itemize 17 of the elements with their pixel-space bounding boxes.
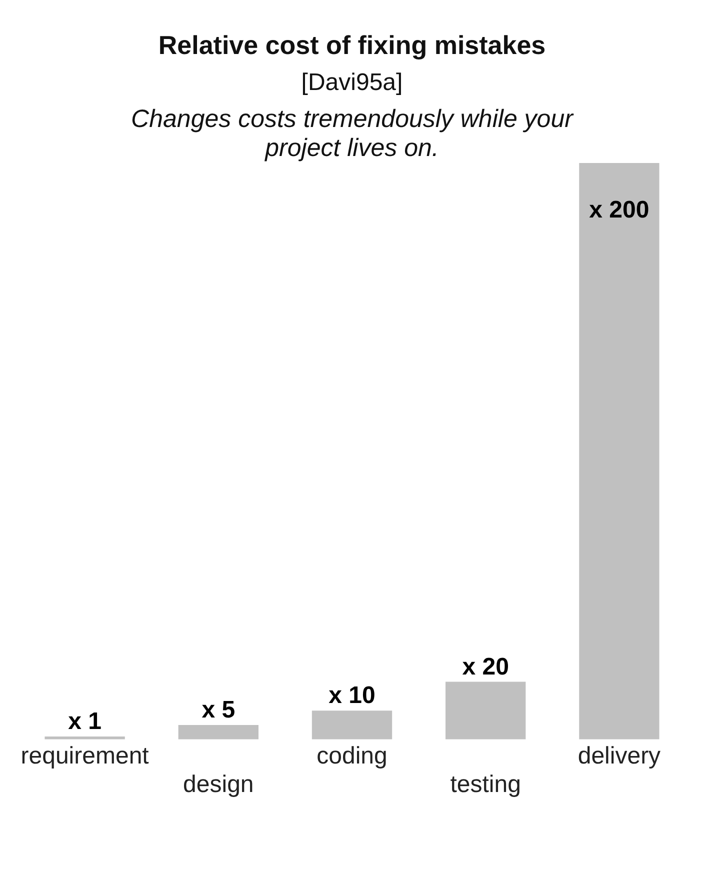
bar bbox=[579, 163, 660, 740]
x-tick-label: testing bbox=[450, 771, 521, 798]
chart-title: Relative cost of fixing mistakes bbox=[157, 30, 547, 61]
x-tick-label: coding bbox=[316, 742, 388, 770]
text: Changes costs tremendously while your project lives on. bbox=[130, 105, 575, 163]
x-tick-label: requirement bbox=[20, 742, 150, 770]
data-label: x 20 bbox=[462, 653, 509, 680]
data-label: x 200 bbox=[589, 196, 650, 224]
chart-subtitle: [Davi95a] bbox=[300, 69, 404, 97]
bar bbox=[446, 682, 526, 740]
data-label: x 1 bbox=[68, 708, 102, 736]
x-tick-label: delivery bbox=[578, 742, 661, 770]
data-label: x 10 bbox=[328, 682, 376, 710]
bar bbox=[178, 724, 258, 740]
data-label: x 5 bbox=[202, 696, 236, 724]
bar bbox=[312, 710, 392, 740]
x-tick-label: design bbox=[183, 771, 254, 798]
